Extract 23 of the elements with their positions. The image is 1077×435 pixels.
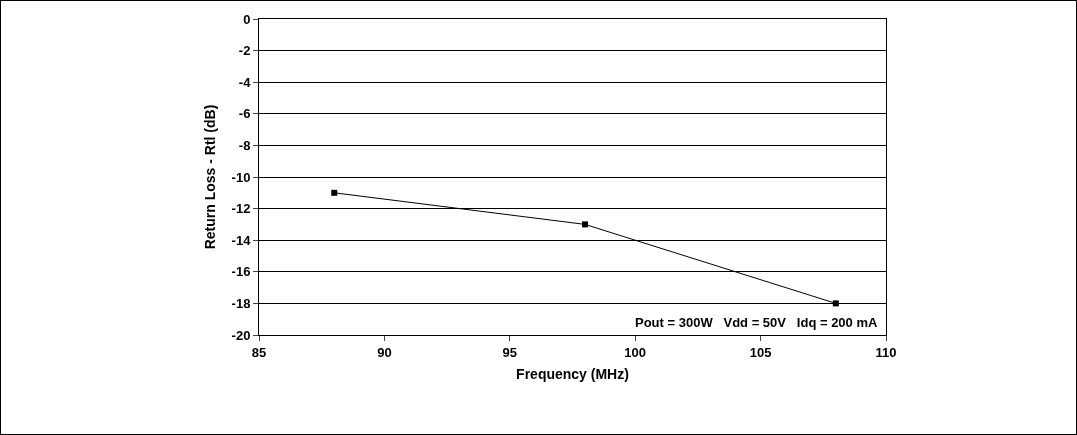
- x-tick-label: 105: [749, 344, 772, 360]
- y-tick-label: -2: [238, 43, 251, 59]
- point: [331, 189, 338, 196]
- y-tick-label: -6: [238, 106, 251, 122]
- y-axis-title: Return Loss - Rtl (dB): [202, 104, 219, 250]
- y-tick-label: 0: [243, 11, 251, 27]
- x-tick-label: 95: [502, 344, 518, 360]
- point: [582, 221, 589, 228]
- x-tick-label: 90: [377, 344, 392, 360]
- x-tick-label: 85: [251, 344, 267, 360]
- y-tick-label: -14: [231, 232, 252, 248]
- y-tick-label: -8: [238, 137, 251, 153]
- y-tick-label: -18: [231, 295, 251, 311]
- y-tick-label: -10: [231, 169, 251, 185]
- x-tick-label: 100: [624, 344, 647, 360]
- y-tick-label: -12: [231, 201, 251, 217]
- y-tick-label: -16: [231, 264, 251, 280]
- annotation: Pout = 300W Vdd = 50V Idq = 200 mA: [635, 315, 878, 330]
- point: [832, 300, 839, 307]
- x-axis-title: Frequency (MHz): [516, 365, 629, 382]
- x-tick-label: 110: [875, 344, 897, 360]
- y-tick-label: -4: [238, 74, 252, 90]
- y-tick-label: -20: [231, 327, 251, 343]
